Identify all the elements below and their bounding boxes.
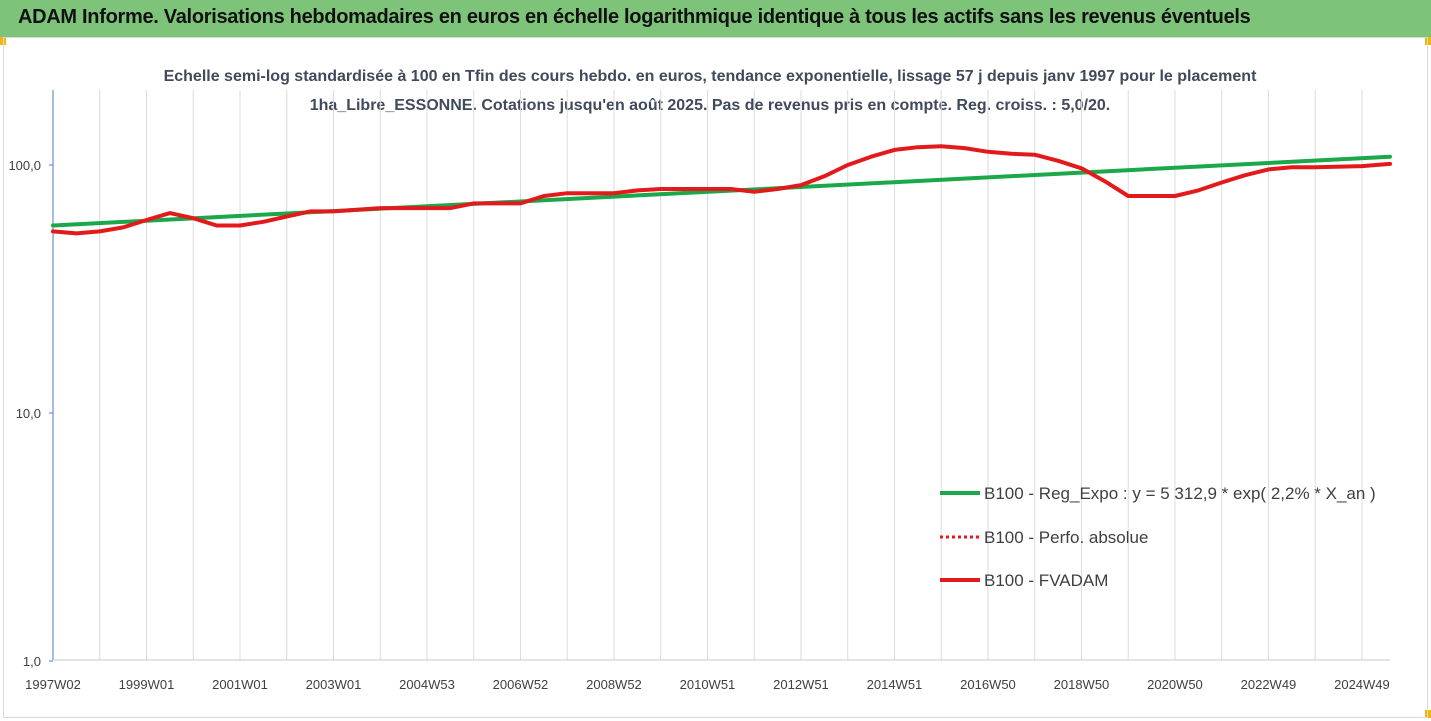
x-tick-label: 2012W51 <box>773 677 829 692</box>
report-title: ADAM Informe. Valorisations hebdomadaire… <box>18 6 1251 28</box>
series-line-fvadam <box>51 144 1392 236</box>
report-banner: ADAM Informe. Valorisations hebdomadaire… <box>0 0 1431 37</box>
chart-title: Echelle semi-log standardisée à 100 en T… <box>163 68 1257 114</box>
axes: 1,0 10,0 100,0 1997W02 1999W01 2001W01 2003W01… <box>8 90 1390 692</box>
legend-label: B100 - Perfo. absolue <box>984 528 1148 547</box>
series-line-reg-expo <box>51 154 1392 228</box>
x-tick-label: 2018W50 <box>1054 677 1110 692</box>
x-tick-label: 1997W02 <box>25 677 81 692</box>
x-tick-label: 2014W51 <box>867 677 923 692</box>
x-tick-label: 2024W49 <box>1334 677 1390 692</box>
y-tick-label: 100,0 <box>8 158 41 173</box>
legend: B100 - Reg_Expo : y = 5 312,9 * exp( 2,2… <box>940 484 1376 590</box>
x-tick-label: 2022W49 <box>1241 677 1297 692</box>
x-tick-label: 2004W53 <box>399 677 455 692</box>
x-tick-label: 2010W51 <box>680 677 736 692</box>
y-tick-label: 10,0 <box>16 406 41 421</box>
x-tick-label: 1999W01 <box>119 677 175 692</box>
corner-mark-bottom-right <box>1425 710 1431 718</box>
x-tick-label: 2003W01 <box>306 677 362 692</box>
x-tick-label: 2008W52 <box>586 677 642 692</box>
x-tick-label: 2016W50 <box>960 677 1016 692</box>
grid-lines <box>99 90 1363 660</box>
corner-mark-right <box>1425 37 1431 45</box>
x-tick-label: 2020W50 <box>1147 677 1203 692</box>
legend-item-perfo-absolue: B100 - Perfo. absolue <box>940 528 1148 547</box>
x-tick-label: 2006W52 <box>493 677 549 692</box>
legend-label: B100 - FVADAM <box>984 571 1108 590</box>
x-tick-label: 2001W01 <box>212 677 268 692</box>
chart-frame <box>3 37 1428 718</box>
legend-label: B100 - Reg_Expo : y = 5 312,9 * exp( 2,2… <box>984 484 1376 503</box>
series-lines <box>51 144 1392 236</box>
legend-item-reg-expo: B100 - Reg_Expo : y = 5 312,9 * exp( 2,2… <box>940 484 1376 503</box>
y-tick-label: 1,0 <box>23 654 41 669</box>
legend-item-fvadam: B100 - FVADAM <box>940 571 1108 590</box>
